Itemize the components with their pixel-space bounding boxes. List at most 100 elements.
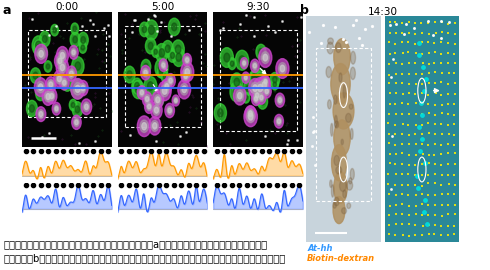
Circle shape bbox=[83, 102, 90, 112]
Ellipse shape bbox=[343, 85, 345, 98]
Ellipse shape bbox=[334, 172, 347, 203]
Circle shape bbox=[81, 36, 85, 43]
Circle shape bbox=[59, 75, 69, 90]
Ellipse shape bbox=[333, 93, 354, 129]
Circle shape bbox=[72, 50, 75, 55]
Circle shape bbox=[262, 75, 270, 88]
Ellipse shape bbox=[340, 180, 346, 191]
Circle shape bbox=[43, 35, 47, 42]
Circle shape bbox=[132, 80, 144, 99]
Circle shape bbox=[251, 76, 256, 82]
Circle shape bbox=[261, 52, 269, 63]
Circle shape bbox=[245, 95, 248, 100]
Circle shape bbox=[37, 48, 45, 59]
Title: 5:00: 5:00 bbox=[151, 2, 174, 12]
Circle shape bbox=[224, 53, 230, 62]
Circle shape bbox=[74, 83, 82, 95]
Circle shape bbox=[172, 23, 177, 31]
Circle shape bbox=[140, 22, 149, 37]
Circle shape bbox=[244, 107, 257, 127]
Circle shape bbox=[156, 97, 160, 103]
Circle shape bbox=[261, 79, 268, 90]
Circle shape bbox=[81, 99, 92, 115]
Circle shape bbox=[148, 25, 154, 34]
Circle shape bbox=[254, 91, 260, 100]
Circle shape bbox=[34, 78, 47, 96]
Circle shape bbox=[37, 45, 42, 52]
Circle shape bbox=[169, 78, 172, 83]
Circle shape bbox=[52, 102, 61, 115]
Circle shape bbox=[59, 62, 66, 73]
Circle shape bbox=[72, 57, 84, 75]
Circle shape bbox=[165, 45, 170, 52]
Circle shape bbox=[254, 96, 258, 101]
Circle shape bbox=[71, 79, 84, 99]
Circle shape bbox=[75, 120, 78, 125]
Circle shape bbox=[166, 74, 175, 88]
Circle shape bbox=[73, 83, 77, 90]
Circle shape bbox=[258, 84, 263, 92]
Circle shape bbox=[162, 79, 172, 94]
Circle shape bbox=[248, 79, 262, 98]
Circle shape bbox=[214, 104, 226, 122]
Circle shape bbox=[142, 26, 147, 33]
Circle shape bbox=[260, 95, 263, 100]
Circle shape bbox=[278, 63, 286, 75]
Circle shape bbox=[276, 117, 282, 125]
Circle shape bbox=[277, 96, 283, 104]
Circle shape bbox=[26, 100, 37, 117]
Circle shape bbox=[65, 80, 70, 87]
Circle shape bbox=[46, 64, 49, 69]
Circle shape bbox=[38, 90, 43, 96]
Circle shape bbox=[156, 43, 168, 62]
Circle shape bbox=[172, 48, 185, 66]
Circle shape bbox=[144, 95, 150, 103]
Circle shape bbox=[244, 74, 248, 81]
Circle shape bbox=[63, 80, 66, 85]
Ellipse shape bbox=[333, 197, 345, 224]
Ellipse shape bbox=[335, 121, 339, 128]
Circle shape bbox=[275, 93, 285, 107]
Circle shape bbox=[256, 74, 264, 86]
Ellipse shape bbox=[342, 208, 346, 214]
Circle shape bbox=[62, 75, 73, 91]
Circle shape bbox=[168, 49, 177, 62]
Circle shape bbox=[254, 69, 266, 87]
Circle shape bbox=[247, 109, 254, 119]
Circle shape bbox=[260, 79, 263, 85]
Circle shape bbox=[44, 61, 52, 72]
Circle shape bbox=[148, 117, 161, 135]
Circle shape bbox=[54, 53, 66, 69]
Circle shape bbox=[172, 40, 184, 59]
Circle shape bbox=[242, 72, 249, 83]
Ellipse shape bbox=[349, 104, 353, 109]
Circle shape bbox=[72, 115, 81, 129]
Circle shape bbox=[280, 65, 285, 72]
Ellipse shape bbox=[328, 38, 333, 44]
Circle shape bbox=[242, 60, 246, 66]
Circle shape bbox=[39, 46, 48, 58]
Circle shape bbox=[273, 76, 277, 83]
Circle shape bbox=[254, 89, 266, 106]
Circle shape bbox=[262, 82, 267, 88]
Ellipse shape bbox=[334, 95, 337, 104]
Circle shape bbox=[74, 85, 81, 93]
Ellipse shape bbox=[347, 203, 351, 208]
Circle shape bbox=[49, 83, 53, 89]
Circle shape bbox=[174, 99, 177, 102]
Ellipse shape bbox=[330, 180, 332, 187]
Circle shape bbox=[168, 108, 172, 113]
Circle shape bbox=[263, 78, 268, 85]
Circle shape bbox=[59, 50, 66, 61]
Ellipse shape bbox=[328, 100, 331, 109]
Circle shape bbox=[70, 32, 80, 47]
Circle shape bbox=[41, 49, 45, 55]
Circle shape bbox=[253, 85, 257, 92]
Ellipse shape bbox=[334, 197, 339, 206]
Circle shape bbox=[81, 45, 84, 50]
Circle shape bbox=[154, 49, 157, 54]
Circle shape bbox=[185, 56, 190, 64]
Circle shape bbox=[257, 93, 263, 101]
Circle shape bbox=[258, 94, 268, 109]
Circle shape bbox=[147, 82, 153, 90]
